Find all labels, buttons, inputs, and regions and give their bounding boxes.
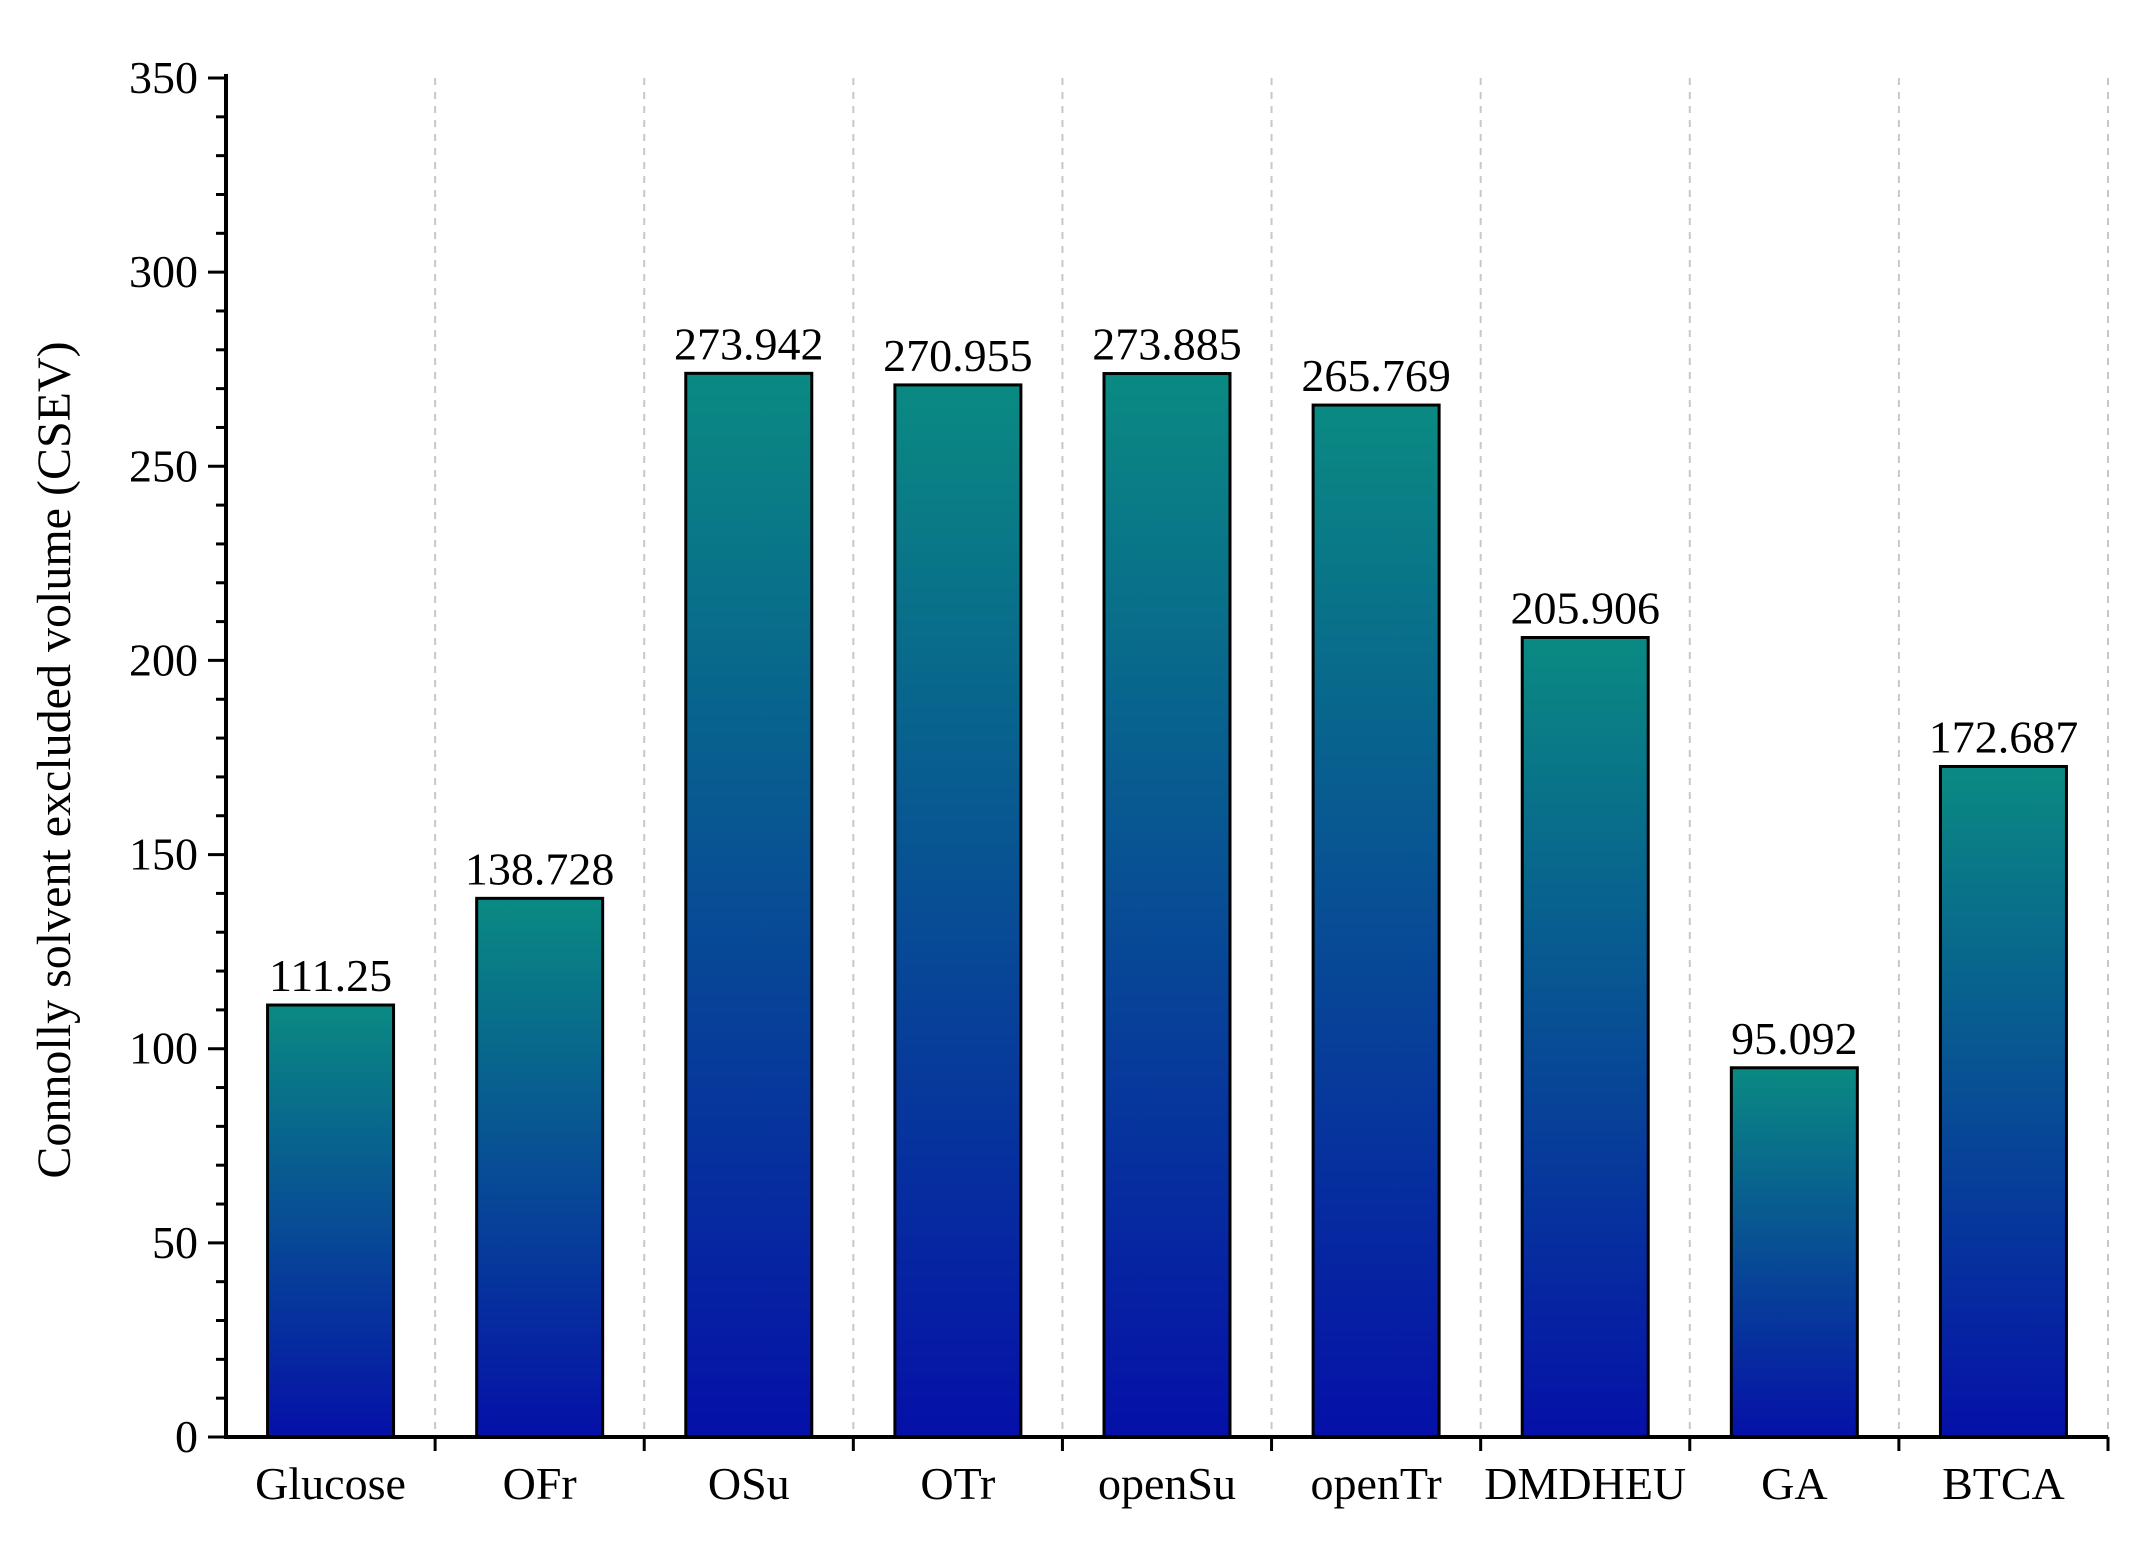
bar-OFr [475,896,605,1439]
y-tick-label: 300 [129,246,198,297]
y-tick-label: 0 [175,1411,198,1462]
bar-openTr [1311,403,1441,1439]
x-tick-label: OSu [708,1458,790,1509]
bar-value-label: 265.769 [1301,350,1451,401]
y-axis-title: Connolly solvent excluded volume (CSEV) [28,341,81,1178]
bar-value-label: 172.687 [1929,711,2079,762]
bar-Glucose [266,1003,396,1439]
x-tick-label: OTr [920,1458,995,1509]
bar-value-label: 138.728 [465,843,615,894]
bar-value-label: 205.906 [1510,582,1660,633]
bar-BTCA [1938,764,2068,1439]
bar-OSu [684,371,814,1439]
y-tick-label: 200 [129,634,198,685]
bar-openSu [1102,372,1232,1439]
bar-value-label: 273.885 [1092,319,1242,370]
x-tick-label: BTCA [1942,1458,2065,1509]
x-tick-label: OFr [503,1458,577,1509]
bars [266,371,2068,1439]
bar-OTr [893,383,1023,1439]
x-tick-label: openSu [1098,1458,1236,1509]
y-tick-label: 250 [129,440,198,491]
y-tick-label: 100 [129,1023,198,1074]
x-tick-label: openTr [1311,1458,1442,1509]
bar-value-label: 95.092 [1731,1013,1858,1064]
axes [208,74,2110,1451]
x-tick-label: DMDHEU [1484,1458,1686,1509]
grid-lines [434,78,2109,1437]
labels: 111.25 Glucose 138.728 OFr 273.942 OSu 270.955… [129,52,2078,1509]
bar-DMDHEU [1520,635,1650,1439]
x-tick-label: Glucose [255,1458,406,1509]
y-tick-label: 350 [129,52,198,103]
y-tick-label: 50 [152,1217,198,1268]
bar-value-label: 273.942 [674,318,824,369]
bar-GA [1729,1066,1859,1439]
x-tick-label: GA [1761,1458,1827,1509]
bar-value-label: 270.955 [883,330,1033,381]
bar-value-label: 111.25 [269,950,392,1001]
y-tick-label: 150 [129,829,198,880]
